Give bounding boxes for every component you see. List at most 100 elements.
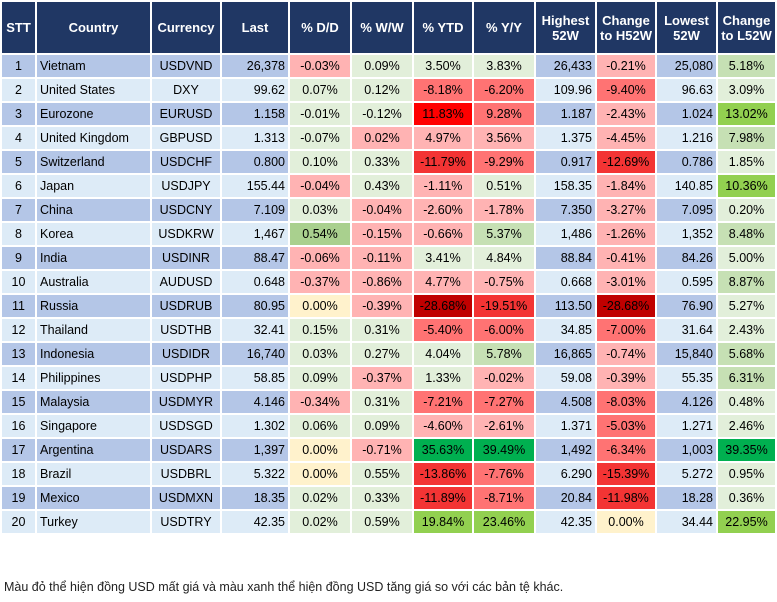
cell-high52w: 1.187 — [536, 103, 595, 125]
cell-yy: 0.51% — [474, 175, 534, 197]
cell-change-l52w: 0.36% — [718, 487, 775, 509]
header-ww: % W/W — [352, 2, 412, 53]
cell-high52w: 109.96 — [536, 79, 595, 101]
cell-yy: 9.28% — [474, 103, 534, 125]
cell-ytd: 35.63% — [414, 439, 472, 461]
cell-low52w: 1.271 — [657, 415, 716, 437]
cell-dd: 0.15% — [290, 319, 350, 341]
cell-high52w: 16,865 — [536, 343, 595, 365]
cell-change-l52w: 22.95% — [718, 511, 775, 533]
cell-change-h52w: 0.00% — [597, 511, 655, 533]
cell-last: 58.85 — [222, 367, 288, 389]
cell-high52w: 0.668 — [536, 271, 595, 293]
cell-yy: -6.20% — [474, 79, 534, 101]
cell-last: 1.313 — [222, 127, 288, 149]
cell-yy: -2.61% — [474, 415, 534, 437]
cell-change-l52w: 6.31% — [718, 367, 775, 389]
table-row: 5 Switzerland USDCHF 0.800 0.10% 0.33% -11.79%… — [2, 151, 775, 173]
cell-country: Eurozone — [37, 103, 150, 125]
cell-dd: 0.06% — [290, 415, 350, 437]
cell-ytd: -2.60% — [414, 199, 472, 221]
cell-country: Switzerland — [37, 151, 150, 173]
cell-yy: 23.46% — [474, 511, 534, 533]
cell-high52w: 1.371 — [536, 415, 595, 437]
cell-currency: USDRUB — [152, 295, 220, 317]
cell-country: Mexico — [37, 487, 150, 509]
cell-ww: 0.12% — [352, 79, 412, 101]
cell-stt: 18 — [2, 463, 35, 485]
cell-change-l52w: 0.95% — [718, 463, 775, 485]
cell-currency: USDCNY — [152, 199, 220, 221]
cell-change-h52w: -3.27% — [597, 199, 655, 221]
cell-stt: 3 — [2, 103, 35, 125]
cell-change-h52w: -1.26% — [597, 223, 655, 245]
cell-currency: USDPHP — [152, 367, 220, 389]
cell-high52w: 4.508 — [536, 391, 595, 413]
cell-ww: -0.04% — [352, 199, 412, 221]
cell-dd: -0.03% — [290, 55, 350, 77]
cell-yy: -0.75% — [474, 271, 534, 293]
cell-low52w: 1.216 — [657, 127, 716, 149]
cell-change-h52w: -11.98% — [597, 487, 655, 509]
cell-ww: -0.37% — [352, 367, 412, 389]
cell-stt: 17 — [2, 439, 35, 461]
cell-change-h52w: -12.69% — [597, 151, 655, 173]
cell-last: 16,740 — [222, 343, 288, 365]
cell-last: 18.35 — [222, 487, 288, 509]
cell-low52w: 1.024 — [657, 103, 716, 125]
cell-yy: -19.51% — [474, 295, 534, 317]
cell-country: Turkey — [37, 511, 150, 533]
cell-yy: 3.83% — [474, 55, 534, 77]
cell-country: Korea — [37, 223, 150, 245]
cell-stt: 11 — [2, 295, 35, 317]
cell-stt: 9 — [2, 247, 35, 269]
cell-ytd: -28.68% — [414, 295, 472, 317]
cell-low52w: 1,352 — [657, 223, 716, 245]
cell-change-h52w: -1.84% — [597, 175, 655, 197]
header-last: Last — [222, 2, 288, 53]
table-row: 20 Turkey USDTRY 42.35 0.02% 0.59% 19.84% 23.46… — [2, 511, 775, 533]
cell-change-l52w: 3.09% — [718, 79, 775, 101]
cell-last: 7.109 — [222, 199, 288, 221]
cell-last: 5.322 — [222, 463, 288, 485]
cell-currency: USDARS — [152, 439, 220, 461]
cell-stt: 19 — [2, 487, 35, 509]
table-row: 7 China USDCNY 7.109 0.03% -0.04% -2.60% -1.78%… — [2, 199, 775, 221]
cell-low52w: 76.90 — [657, 295, 716, 317]
cell-country: Malaysia — [37, 391, 150, 413]
table-row: 1 Vietnam USDVND 26,378 -0.03% 0.09% 3.50% 3.83… — [2, 55, 775, 77]
cell-change-h52w: -0.41% — [597, 247, 655, 269]
cell-yy: 5.78% — [474, 343, 534, 365]
cell-high52w: 1,492 — [536, 439, 595, 461]
table-row: 12 Thailand USDTHB 32.41 0.15% 0.31% -5.40% -6.… — [2, 319, 775, 341]
table-row: 4 United Kingdom GBPUSD 1.313 -0.07% 0.02% 4.9… — [2, 127, 775, 149]
cell-yy: -1.78% — [474, 199, 534, 221]
cell-yy: -7.27% — [474, 391, 534, 413]
cell-dd: 0.00% — [290, 463, 350, 485]
cell-ytd: -4.60% — [414, 415, 472, 437]
cell-ytd: 4.97% — [414, 127, 472, 149]
cell-currency: USDJPY — [152, 175, 220, 197]
table-row: 19 Mexico USDMXN 18.35 0.02% 0.33% -11.89% -8.7… — [2, 487, 775, 509]
cell-stt: 14 — [2, 367, 35, 389]
table-row: 6 Japan USDJPY 155.44 -0.04% 0.43% -1.11% 0.51%… — [2, 175, 775, 197]
cell-ww: -0.86% — [352, 271, 412, 293]
cell-currency: USDINR — [152, 247, 220, 269]
cell-country: China — [37, 199, 150, 221]
cell-last: 0.800 — [222, 151, 288, 173]
cell-ytd: 19.84% — [414, 511, 472, 533]
cell-last: 155.44 — [222, 175, 288, 197]
cell-last: 4.146 — [222, 391, 288, 413]
cell-dd: 0.03% — [290, 199, 350, 221]
cell-high52w: 6.290 — [536, 463, 595, 485]
cell-ww: -0.12% — [352, 103, 412, 125]
cell-currency: USDTRY — [152, 511, 220, 533]
cell-dd: -0.07% — [290, 127, 350, 149]
cell-currency: USDTHB — [152, 319, 220, 341]
cell-ww: 0.27% — [352, 343, 412, 365]
cell-low52w: 140.85 — [657, 175, 716, 197]
cell-change-l52w: 0.48% — [718, 391, 775, 413]
cell-change-l52w: 8.48% — [718, 223, 775, 245]
cell-dd: 0.00% — [290, 439, 350, 461]
cell-last: 1,467 — [222, 223, 288, 245]
